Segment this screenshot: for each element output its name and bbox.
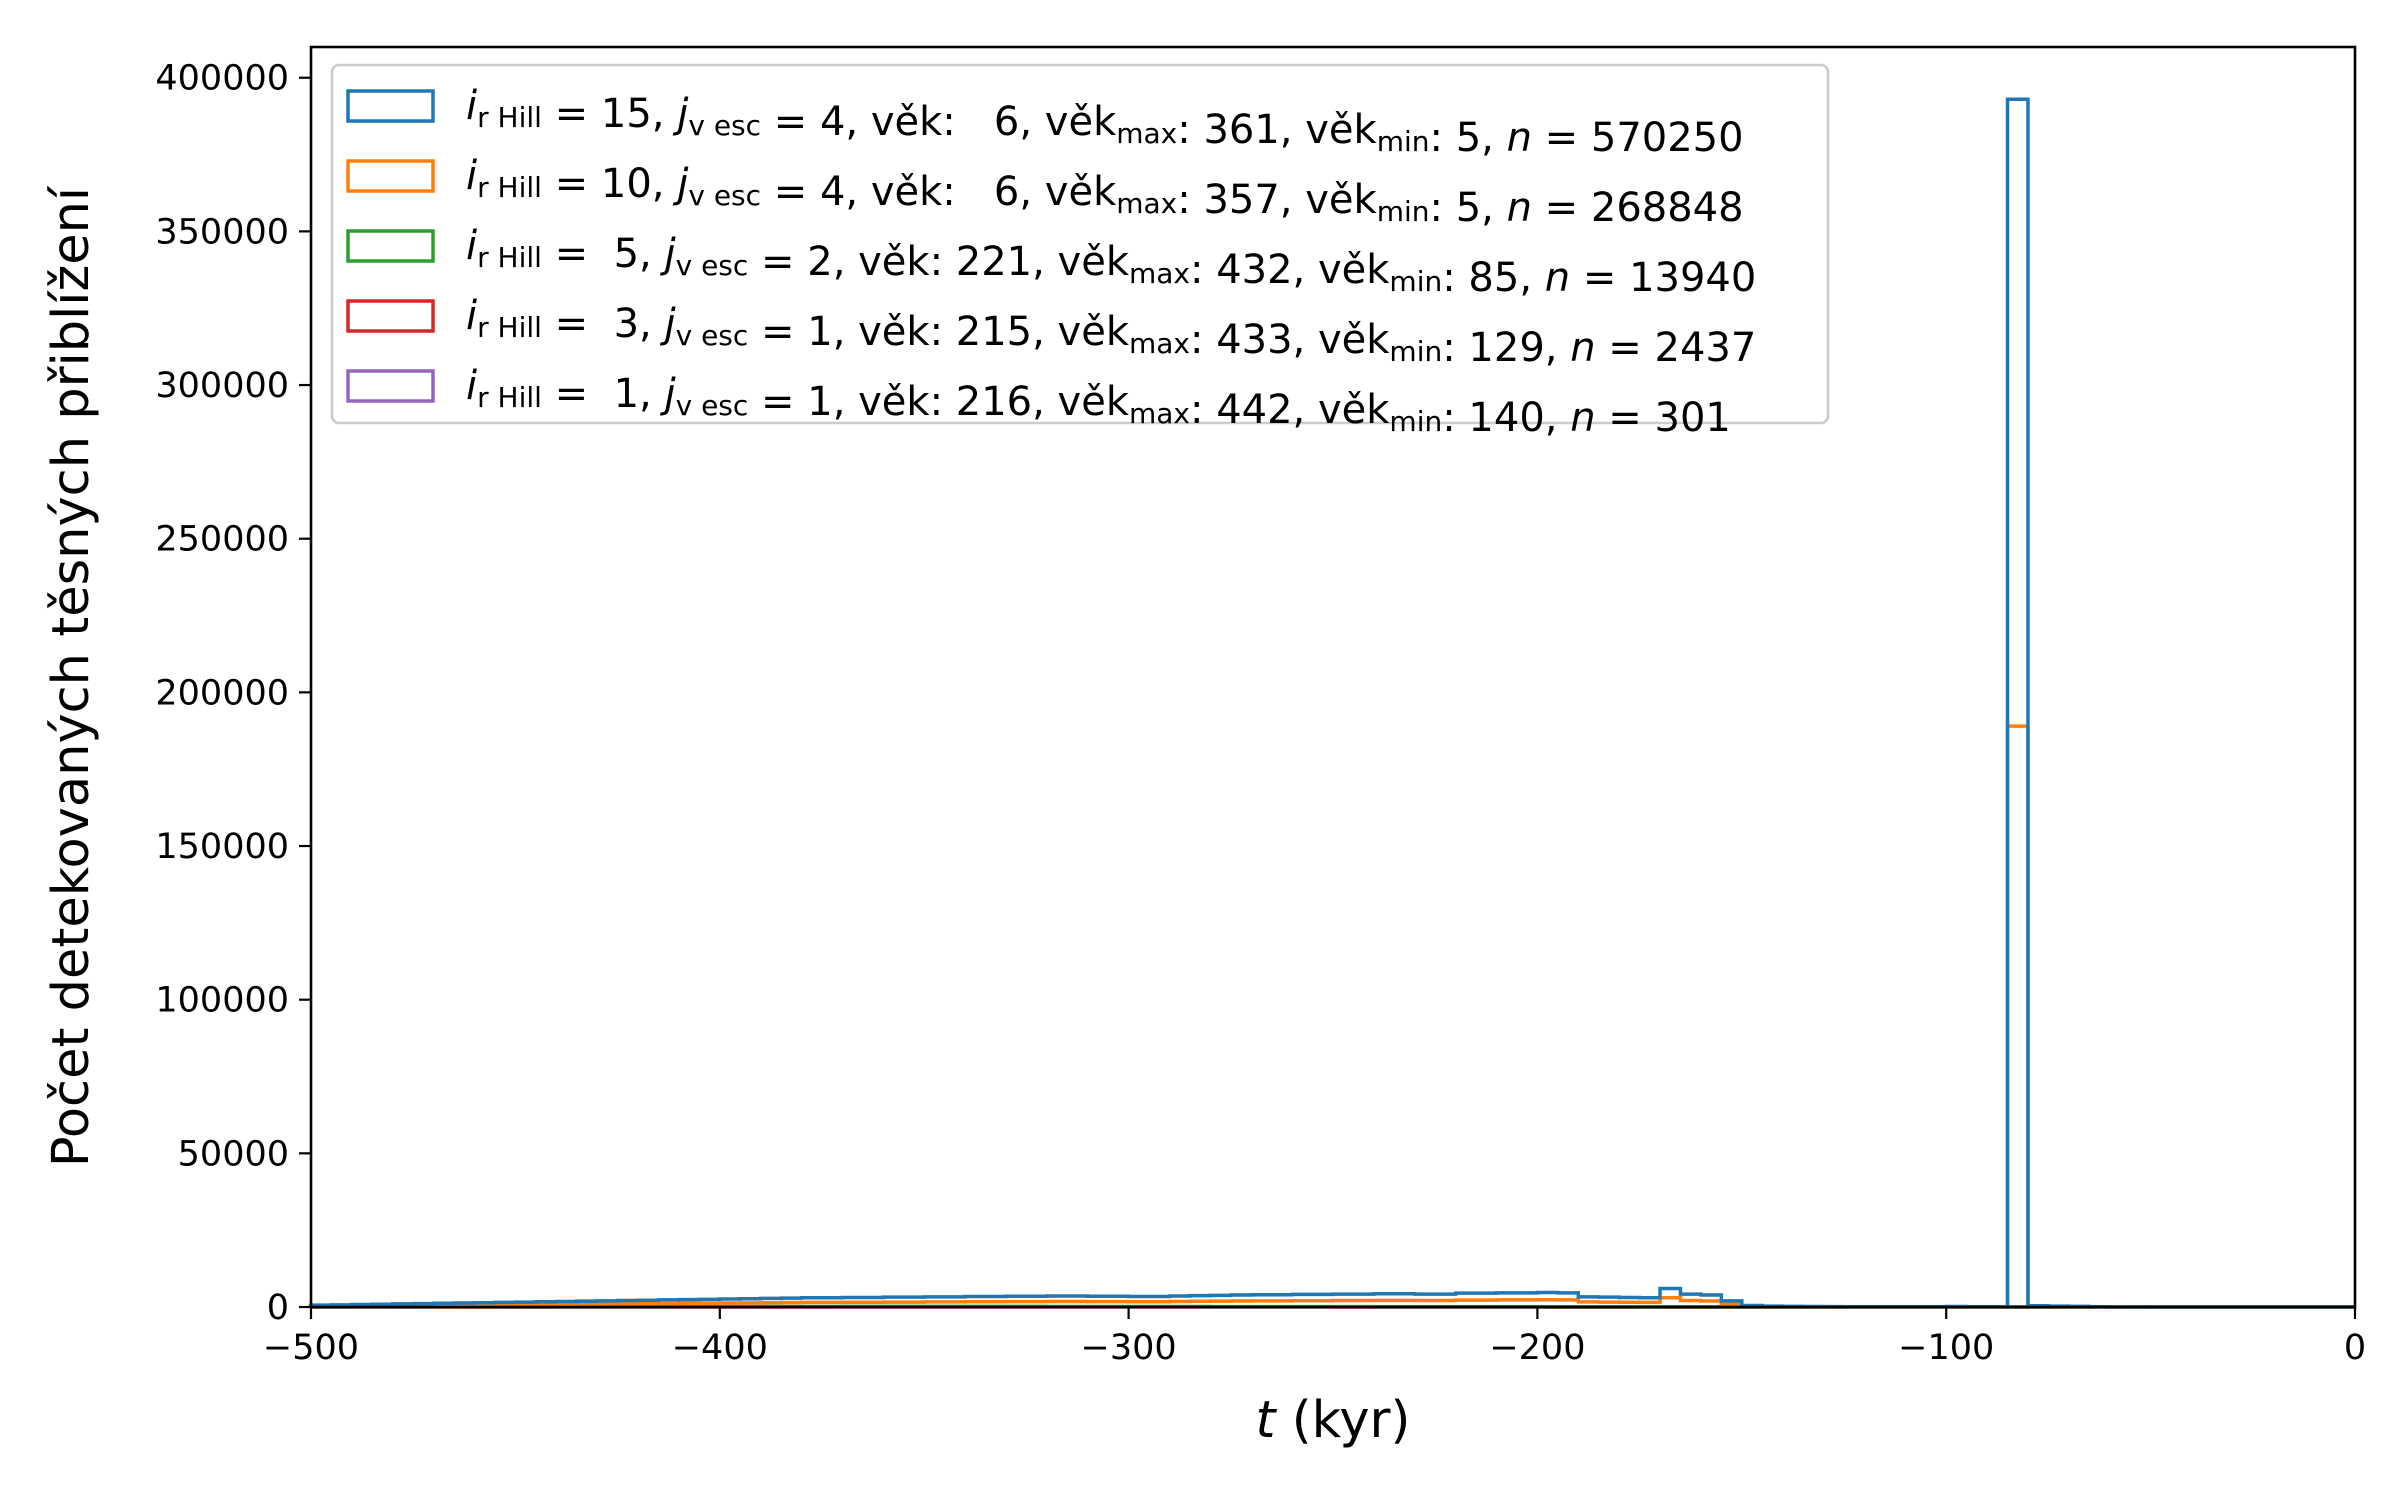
y-axis-label: Počet detekovaných těsných přiblížení [42, 185, 101, 1167]
legend-swatch [346, 229, 435, 263]
x-tick-label: −400 [672, 1328, 768, 1368]
legend-entry-label: ir Hill = 10, jv esc = 4, věk: 6, věkmax… [466, 153, 1744, 231]
legend-swatch [346, 369, 435, 403]
x-axis-label: t (kyr) [1256, 1391, 1411, 1450]
y-tick-label: 0 [267, 1288, 289, 1328]
x-axis-unit: (kyr) [1292, 1391, 1411, 1450]
x-tick-label: −100 [1898, 1328, 1994, 1368]
legend-entry-label: ir Hill = 1, jv esc = 1, věk: 216, věkma… [466, 363, 1731, 441]
legend: ir Hill = 15, jv esc = 4, věk: 6, věkmax… [330, 63, 1830, 441]
legend-swatch [346, 159, 435, 193]
plot-frame [309, 45, 2357, 1309]
legend-swatch [346, 89, 435, 123]
y-tick-label: 350000 [155, 212, 289, 252]
legend-entry-label: ir Hill = 15, jv esc = 4, věk: 6, věkmax… [466, 83, 1744, 161]
legend-entry-label: ir Hill = 3, jv esc = 1, věk: 215, věkma… [466, 293, 1756, 371]
y-tick-label: 150000 [155, 827, 289, 867]
series-1-step-line [309, 724, 2355, 1309]
legend-swatch [346, 299, 435, 333]
x-tick-label: 0 [2344, 1328, 2366, 1368]
y-tick-label: 250000 [155, 520, 289, 560]
y-tick-label: 100000 [155, 981, 289, 1021]
x-tick-label: −200 [1489, 1328, 1585, 1368]
y-tick-label: 200000 [155, 673, 289, 713]
legend-entry-label: ir Hill = 5, jv esc = 2, věk: 221, věkma… [466, 223, 1756, 301]
y-tick-label: 400000 [155, 59, 289, 99]
y-axis: 0 50000 100000 150000 200000 250000 300000 3500… [155, 59, 311, 1328]
legend-frame [330, 63, 1830, 425]
y-tick-label: 300000 [155, 366, 289, 406]
y-tick-label: 50000 [178, 1134, 289, 1174]
x-tick-label: −300 [1081, 1328, 1177, 1368]
x-axis: −500 −400 −300 −200 −100 0 [263, 1307, 2366, 1368]
x-axis-variable: t [1256, 1391, 1278, 1450]
x-tick-label: −500 [263, 1328, 359, 1368]
